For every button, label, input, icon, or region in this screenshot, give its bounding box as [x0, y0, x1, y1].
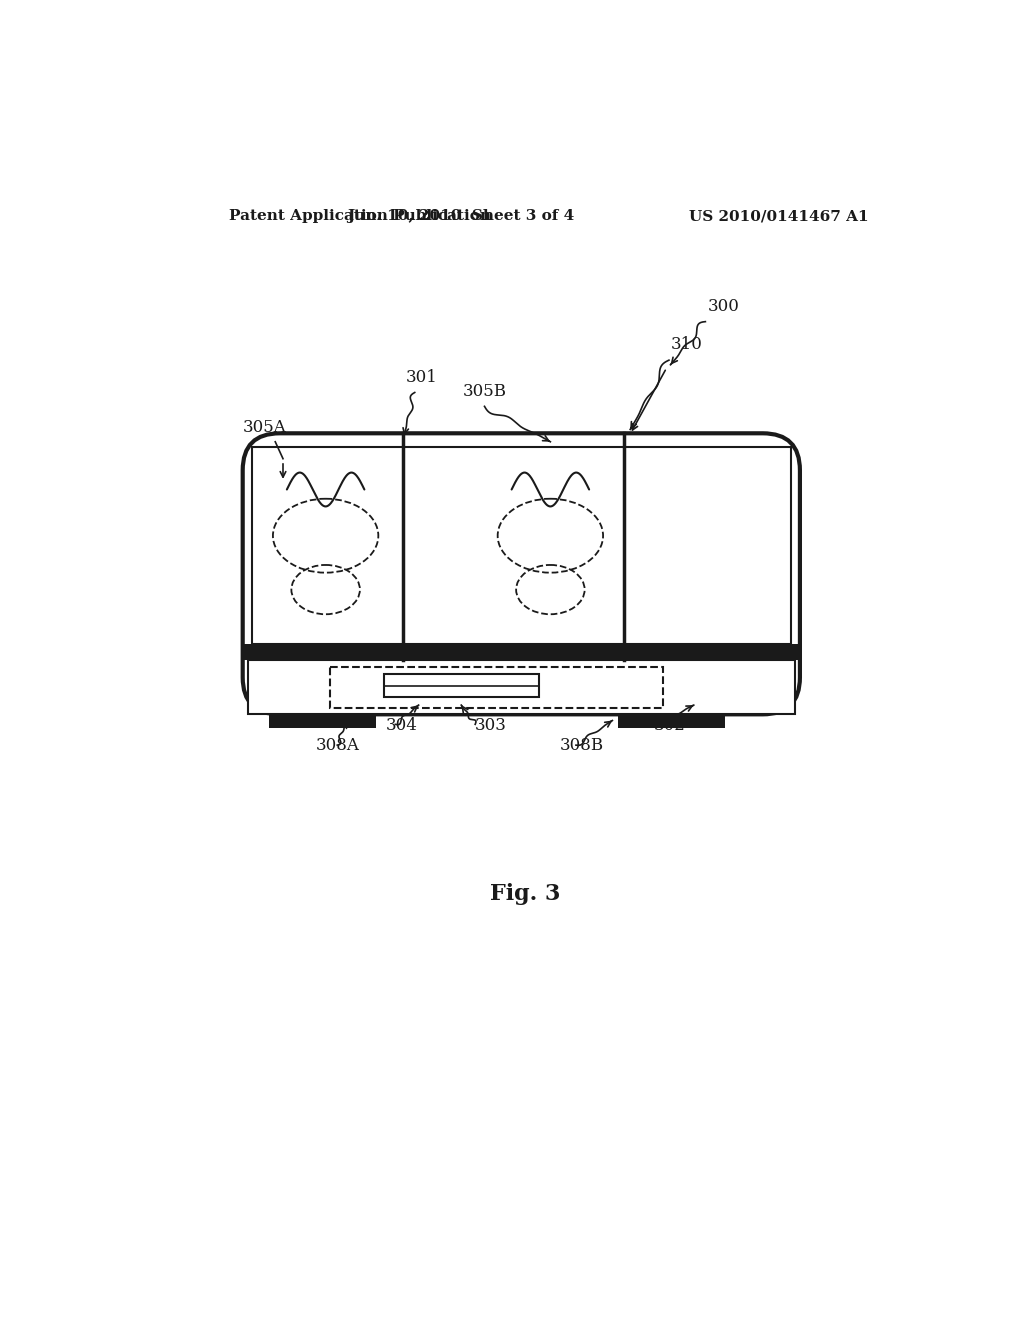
- FancyBboxPatch shape: [243, 433, 800, 714]
- Text: 305B: 305B: [463, 383, 507, 400]
- Text: 300: 300: [708, 298, 739, 315]
- Text: 310: 310: [671, 337, 702, 354]
- Bar: [330, 667, 663, 708]
- Text: Jun. 10, 2010  Sheet 3 of 4: Jun. 10, 2010 Sheet 3 of 4: [347, 209, 574, 223]
- Bar: [243, 644, 800, 660]
- Text: 302: 302: [653, 717, 685, 734]
- Bar: [252, 447, 791, 644]
- Text: Fig. 3: Fig. 3: [489, 883, 560, 904]
- Text: 308B: 308B: [560, 737, 604, 754]
- Text: Patent Application Publication: Patent Application Publication: [228, 209, 490, 223]
- Text: 303: 303: [475, 717, 507, 734]
- Text: 305A: 305A: [243, 418, 287, 436]
- Text: US 2010/0141467 A1: US 2010/0141467 A1: [689, 209, 868, 223]
- Text: 308A: 308A: [315, 737, 359, 754]
- Bar: [269, 714, 376, 729]
- Text: 301: 301: [406, 368, 437, 385]
- Text: 304: 304: [385, 717, 417, 734]
- Bar: [384, 675, 539, 697]
- Bar: [617, 714, 725, 729]
- Bar: [248, 660, 795, 714]
